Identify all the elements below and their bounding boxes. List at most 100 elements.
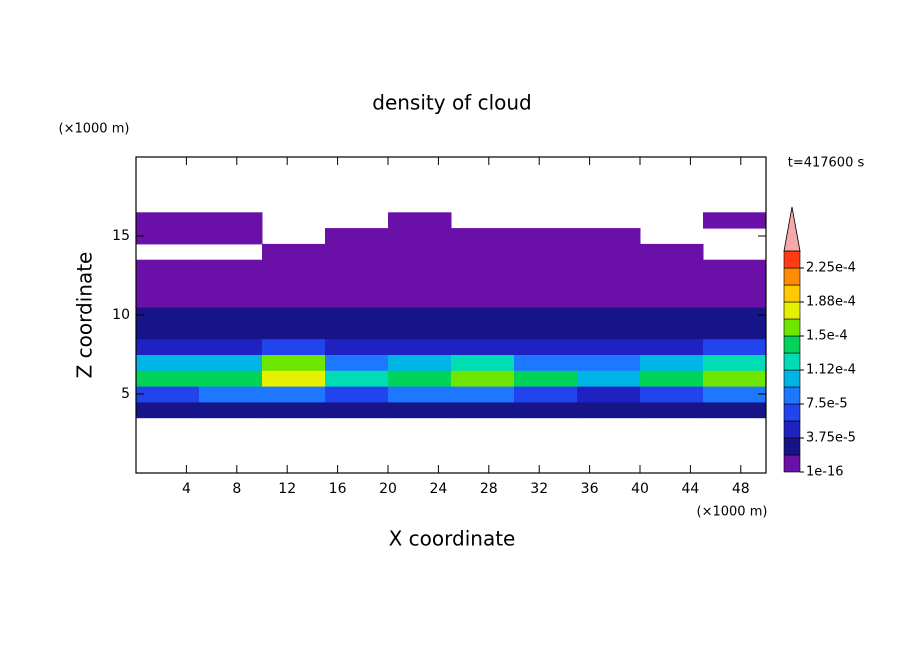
contour-cell <box>262 275 326 292</box>
contour-cell <box>703 386 767 403</box>
contour-cell <box>388 401 452 419</box>
contour-cell <box>262 338 326 355</box>
contour-cell <box>199 291 263 308</box>
contour-cell <box>199 354 263 371</box>
x-tick-label: 32 <box>530 481 548 497</box>
x-tick-label: 40 <box>631 481 649 497</box>
contour-cell <box>199 338 263 355</box>
contour-cell <box>136 259 200 276</box>
colorbar-tick-label: 1.5e-4 <box>806 329 848 344</box>
contour-cell <box>703 259 767 276</box>
y-tick-label: 5 <box>121 386 130 402</box>
contour-cell <box>199 259 263 276</box>
contour-cell <box>325 370 389 387</box>
contour-cell <box>514 370 578 387</box>
contour-cell <box>514 354 578 371</box>
x-tick-label: 16 <box>329 481 347 497</box>
x-tick-label: 44 <box>681 481 699 497</box>
contour-cell <box>262 243 326 261</box>
contour-cell <box>577 386 641 403</box>
contour-cell <box>325 401 389 419</box>
contour-cell <box>703 291 767 308</box>
contour-cell <box>136 275 200 292</box>
contour-cell <box>451 275 515 292</box>
contour-cell <box>577 228 641 245</box>
colorbar-tick-label: 7.5e-5 <box>806 397 848 412</box>
contour-cell <box>388 275 452 292</box>
x-tick-label: 24 <box>429 481 447 497</box>
contour-cell <box>451 386 515 403</box>
contour-cell <box>325 338 389 355</box>
contour-cell <box>199 322 263 340</box>
contour-cell <box>136 291 200 308</box>
contour-cell <box>514 307 578 324</box>
contour-cell <box>514 228 578 245</box>
contour-cell <box>577 259 641 276</box>
contour-cell <box>388 228 452 245</box>
contour-cell <box>640 370 704 387</box>
y-tick-label: 10 <box>112 307 130 323</box>
x-tick-label: 28 <box>480 481 498 497</box>
contour-cell <box>577 291 641 308</box>
contour-cell <box>514 338 578 355</box>
colorbar-band <box>783 250 801 269</box>
contour-cell <box>640 275 704 292</box>
contour-cell <box>325 275 389 292</box>
y-axis-label: Z coordinate <box>73 252 97 379</box>
contour-cell <box>262 401 326 419</box>
contour-cell <box>640 322 704 340</box>
contour-cell <box>577 243 641 261</box>
contour-cell <box>640 401 704 419</box>
contour-cell <box>703 322 767 340</box>
contour-cell <box>388 259 452 276</box>
colorbar-band <box>783 420 801 439</box>
contour-cell <box>262 259 326 276</box>
contour-cell <box>451 401 515 419</box>
contour-cell <box>388 370 452 387</box>
contour-cell <box>514 386 578 403</box>
x-tick-label: 4 <box>182 481 191 497</box>
contour-cell <box>136 307 200 324</box>
contour-cell <box>388 212 452 229</box>
contour-cell <box>703 354 767 371</box>
contour-cell <box>640 291 704 308</box>
contour-cell <box>388 354 452 371</box>
contour-cell <box>640 386 704 403</box>
contour-cell <box>199 228 263 245</box>
contour-cell <box>703 212 767 229</box>
contour-cell <box>577 370 641 387</box>
colorbar-band <box>783 267 801 286</box>
contour-cell <box>199 275 263 292</box>
contour-cell <box>388 322 452 340</box>
contour-cell <box>703 307 767 324</box>
contour-cell <box>136 338 200 355</box>
contour-cell <box>451 322 515 340</box>
y-unit: (×1000 m) <box>59 122 130 137</box>
contour-cell <box>325 354 389 371</box>
contour-cell <box>199 307 263 324</box>
colorbar-band <box>783 386 801 405</box>
contour-cell <box>136 370 200 387</box>
colorbar-band <box>783 284 801 303</box>
contour-cell <box>262 354 326 371</box>
contour-cell <box>199 370 263 387</box>
contour-cell <box>388 338 452 355</box>
contour-cell <box>325 386 389 403</box>
contour-cell <box>451 338 515 355</box>
colorbar-tick-label: 3.75e-5 <box>806 431 856 446</box>
contour-cell <box>136 322 200 340</box>
colorbar-band <box>783 301 801 320</box>
contour-cell <box>577 401 641 419</box>
contour-cell <box>703 370 767 387</box>
chart-title: density of cloud <box>372 91 531 115</box>
colorbar-tick-label: 1.12e-4 <box>806 363 856 378</box>
contour-cell <box>451 354 515 371</box>
contour-cell <box>514 291 578 308</box>
contour-cell <box>199 401 263 419</box>
contour-cell <box>262 322 326 340</box>
contour-cell <box>451 307 515 324</box>
contour-cell <box>451 228 515 245</box>
x-tick-label: 36 <box>581 481 599 497</box>
contour-cell <box>388 291 452 308</box>
